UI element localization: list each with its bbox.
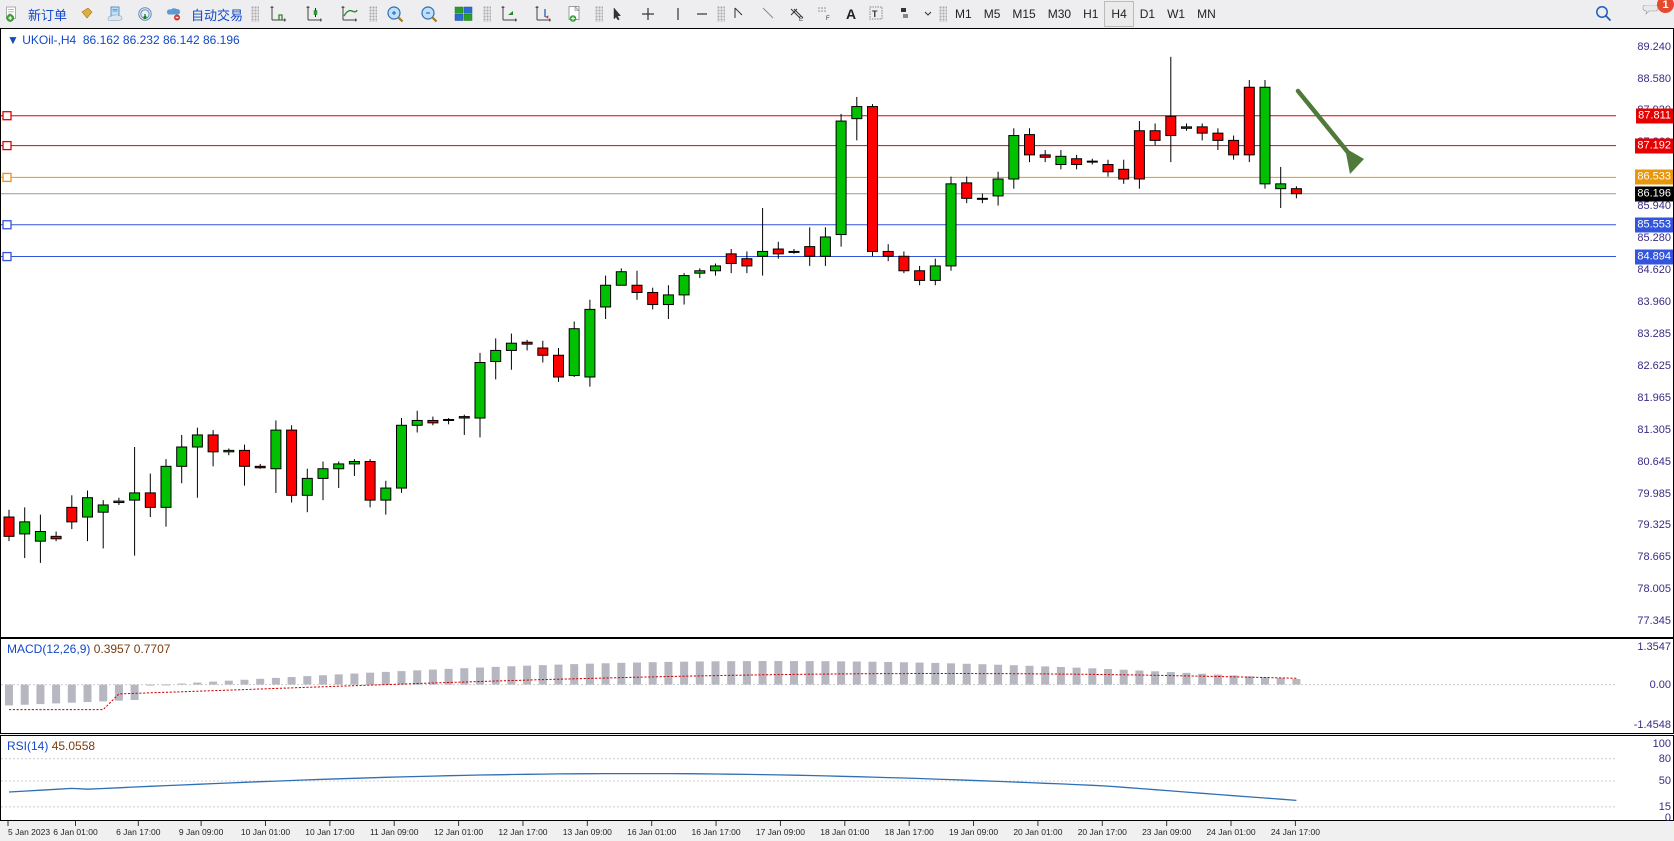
svg-text:24 Jan 17:00: 24 Jan 17:00 [1271,827,1320,837]
svg-text:24 Jan 01:00: 24 Jan 01:00 [1206,827,1255,837]
svg-text:T: T [872,9,878,19]
svg-text:E: E [799,17,803,22]
svg-text:6 Jan 01:00: 6 Jan 01:00 [53,827,98,837]
svg-text:16 Jan 01:00: 16 Jan 01:00 [627,827,676,837]
svg-text:23 Jan 09:00: 23 Jan 09:00 [1142,827,1191,837]
svg-text:11 Jan 09:00: 11 Jan 09:00 [370,827,419,837]
svg-text:20 Jan 01:00: 20 Jan 01:00 [1013,827,1062,837]
svg-text:10 Jan 01:00: 10 Jan 01:00 [241,827,290,837]
svg-text:9 Jan 09:00: 9 Jan 09:00 [179,827,224,837]
svg-text:19 Jan 09:00: 19 Jan 09:00 [949,827,998,837]
svg-text:20 Jan 17:00: 20 Jan 17:00 [1078,827,1127,837]
svg-text:6 Jan 17:00: 6 Jan 17:00 [116,827,161,837]
svg-text:17 Jan 09:00: 17 Jan 09:00 [756,827,805,837]
svg-text:12 Jan 01:00: 12 Jan 01:00 [434,827,483,837]
svg-text:18 Jan 01:00: 18 Jan 01:00 [820,827,869,837]
svg-text:5 Jan 2023: 5 Jan 2023 [8,827,50,837]
svg-text:16 Jan 17:00: 16 Jan 17:00 [691,827,740,837]
svg-text:18 Jan 17:00: 18 Jan 17:00 [885,827,934,837]
svg-text:F: F [826,16,830,22]
svg-text:12 Jan 17:00: 12 Jan 17:00 [498,827,547,837]
svg-text:10 Jan 17:00: 10 Jan 17:00 [305,827,354,837]
svg-text:13 Jan 09:00: 13 Jan 09:00 [563,827,612,837]
